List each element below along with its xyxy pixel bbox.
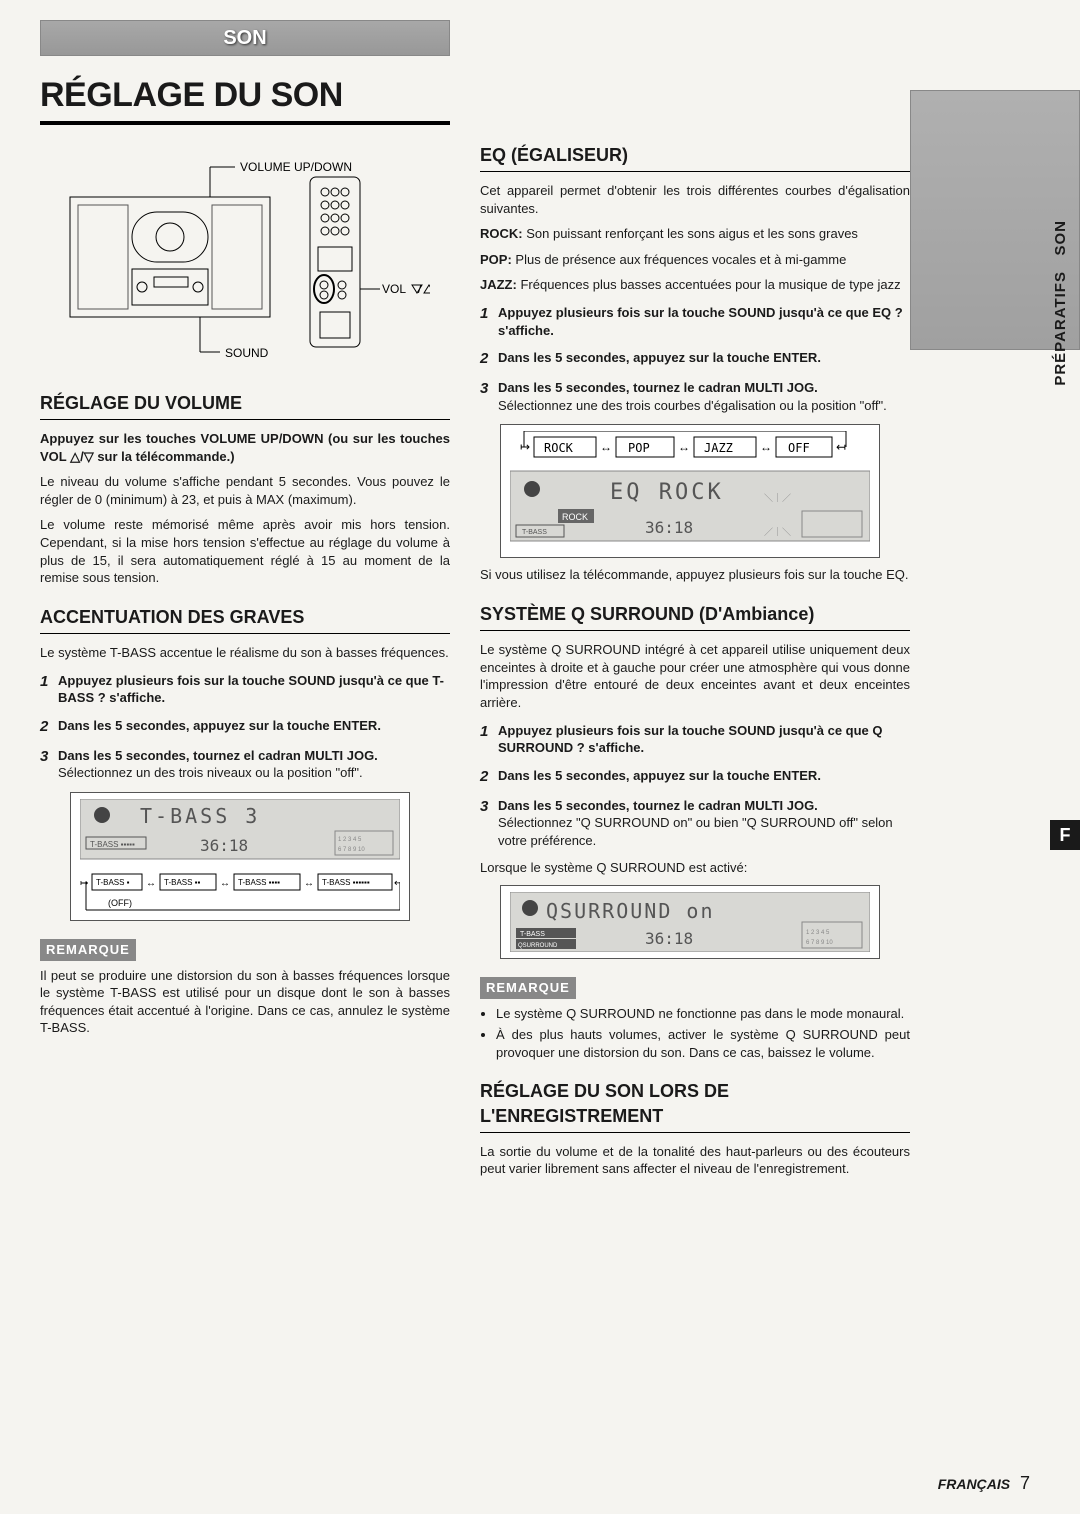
bass-steps: 1Appuyez plusieurs fois sur la touche SO… — [40, 672, 450, 782]
svg-text:QSURROUND on: QSURROUND on — [546, 899, 715, 923]
svg-text:＼｜／: ＼｜／ — [764, 493, 791, 503]
section-eq-title: EQ (ÉGALISEUR) — [480, 143, 910, 172]
svg-text:T-BASS 3: T-BASS 3 — [140, 804, 260, 828]
top-tab: SON — [40, 20, 450, 56]
svg-text:(OFF): (OFF) — [108, 898, 132, 908]
svg-text:↔: ↔ — [678, 440, 690, 454]
svg-text:/: / — [418, 282, 422, 296]
svg-text:↔: ↔ — [600, 440, 612, 454]
eq-pop: POP: Plus de présence aux fréquences voc… — [480, 251, 910, 269]
svg-text:OFF: OFF — [788, 441, 810, 455]
section-qs-title: SYSTÈME Q SURROUND (D'Ambiance) — [480, 602, 910, 631]
rec-p: La sortie du volume et de la tonalité de… — [480, 1143, 910, 1178]
svg-text:QSURROUND: QSURROUND — [518, 943, 558, 949]
svg-text:↤: ↤ — [836, 440, 846, 454]
left-column: VOLUME UP/DOWN VOL / SOUND RÉGLAGE DU VO… — [40, 143, 450, 1186]
svg-text:↤: ↤ — [394, 878, 400, 889]
qs-lcd-diagram: QSURROUND on T-BASS QSURROUND 36:18 1 2 … — [500, 885, 880, 959]
device-diagram: VOLUME UP/DOWN VOL / SOUND — [40, 151, 450, 373]
volume-p1: Le niveau du volume s'affiche pendant 5 … — [40, 473, 450, 508]
footer-page: 7 — [1020, 1473, 1030, 1493]
svg-text:T-BASS: T-BASS — [522, 529, 547, 536]
svg-text:T-BASS ▪: T-BASS ▪ — [96, 878, 130, 887]
bass-remarque: Il peut se produire une distorsion du so… — [40, 967, 450, 1037]
side-tab: PRÉPARATIFS SON — [910, 90, 1080, 350]
section-bass-title: ACCENTUATION DES GRAVES — [40, 605, 450, 634]
svg-text:ROCK: ROCK — [544, 441, 574, 455]
svg-text:VOLUME UP/DOWN: VOLUME UP/DOWN — [240, 160, 352, 174]
svg-text:ROCK: ROCK — [562, 512, 588, 522]
eq-note: Si vous utilisez la télécommande, appuye… — [480, 566, 910, 584]
eq-rock: ROCK: Son puissant renforçant les sons a… — [480, 225, 910, 243]
volume-instruction: Appuyez sur les touches VOLUME UP/DOWN (… — [40, 430, 450, 465]
eq-steps: 1Appuyez plusieurs fois sur la touche SO… — [480, 304, 910, 414]
page-marker: F — [1050, 820, 1080, 850]
qs-remarque-label: REMARQUE — [480, 977, 576, 999]
svg-text:↔: ↔ — [304, 878, 314, 889]
qs-remarques: Le système Q SURROUND ne fonctionne pas … — [496, 1005, 910, 1062]
footer-lang: FRANÇAIS — [938, 1476, 1010, 1492]
svg-text:↦: ↦ — [520, 440, 530, 454]
volume-p2: Le volume reste mémorisé même après avoi… — [40, 516, 450, 586]
right-column: EQ (ÉGALISEUR) Cet appareil permet d'obt… — [480, 143, 910, 1186]
svg-text:EQ ROCK: EQ ROCK — [610, 480, 724, 505]
svg-text:36:18: 36:18 — [645, 518, 693, 537]
svg-text:↦: ↦ — [80, 878, 88, 889]
svg-text:1 2 3 4 5: 1 2 3 4 5 — [338, 837, 362, 843]
svg-text:6 7 8 9 10: 6 7 8 9 10 — [806, 940, 833, 946]
svg-text:VOL: VOL — [382, 282, 406, 296]
svg-text:T-BASS ▪▪▪▪: T-BASS ▪▪▪▪ — [238, 878, 280, 887]
main-title: RÉGLAGE DU SON — [40, 76, 450, 125]
footer: FRANÇAIS 7 — [938, 1473, 1030, 1494]
eq-intro: Cet appareil permet d'obtenir les trois … — [480, 182, 910, 217]
bass-intro: Le système T-BASS accentue le réalisme d… — [40, 644, 450, 662]
qs-active-note: Lorsque le système Q SURROUND est activé… — [480, 859, 910, 877]
top-tab-label: SON — [223, 27, 266, 50]
svg-text:POP: POP — [628, 441, 650, 455]
eq-diagram: ↦ ROCK ↔ POP ↔ JAZZ ↔ OFF ↤ EQ ROCK ROCK — [500, 424, 880, 558]
svg-text:↔: ↔ — [760, 440, 772, 454]
tbass-lcd-diagram: T-BASS 3 T-BASS ▪▪▪▪▪ 36:18 1 2 3 4 5 6 … — [70, 792, 410, 921]
svg-text:T-BASS: T-BASS — [520, 931, 545, 938]
svg-text:T-BASS ▪▪: T-BASS ▪▪ — [164, 878, 201, 887]
svg-text:6 7 8 9 10: 6 7 8 9 10 — [338, 847, 365, 853]
svg-text:↔: ↔ — [146, 878, 156, 889]
qs-steps: 1Appuyez plusieurs fois sur la touche SO… — [480, 722, 910, 850]
side-tab-text: PRÉPARATIFS SON — [1053, 220, 1070, 386]
svg-text:1 2 3 4 5: 1 2 3 4 5 — [806, 930, 830, 936]
svg-text:SOUND: SOUND — [225, 346, 269, 360]
section-volume-title: RÉGLAGE DU VOLUME — [40, 391, 450, 420]
svg-text:T-BASS ▪▪▪▪▪▪: T-BASS ▪▪▪▪▪▪ — [322, 878, 370, 887]
remarque-label: REMARQUE — [40, 939, 136, 961]
svg-text:T-BASS ▪▪▪▪▪: T-BASS ▪▪▪▪▪ — [90, 840, 135, 849]
svg-text:JAZZ: JAZZ — [704, 441, 733, 455]
svg-text:↔: ↔ — [220, 878, 230, 889]
svg-text:／｜＼: ／｜＼ — [764, 527, 791, 537]
section-rec-title: RÉGLAGE DU SON LORS DE L'ENREGISTREMENT — [480, 1079, 910, 1133]
svg-text:36:18: 36:18 — [645, 929, 693, 948]
qs-intro: Le système Q SURROUND intégré à cet appa… — [480, 641, 910, 711]
svg-text:36:18: 36:18 — [200, 836, 248, 855]
eq-jazz: JAZZ: Fréquences plus basses accentuées … — [480, 276, 910, 294]
